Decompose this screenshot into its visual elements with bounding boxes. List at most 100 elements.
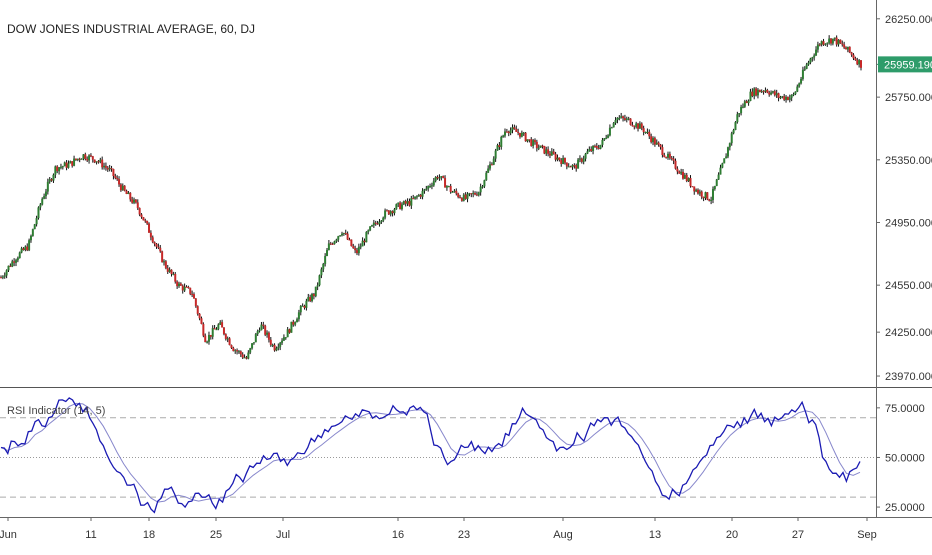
candle-down xyxy=(22,248,25,251)
candle-up xyxy=(247,352,250,359)
candle-down xyxy=(818,44,821,46)
candle-down xyxy=(97,161,100,163)
candle-up xyxy=(492,158,495,165)
candle-up xyxy=(326,250,329,257)
candle-down xyxy=(622,116,625,119)
candle-down xyxy=(204,335,207,343)
candle-down xyxy=(657,142,660,145)
candle-up xyxy=(607,135,610,138)
candle-down xyxy=(112,168,115,177)
rsi-pane[interactable] xyxy=(0,397,876,514)
candle-down xyxy=(153,242,156,244)
candle-up xyxy=(342,233,345,235)
candle-up xyxy=(402,201,405,205)
indicator-title: RSI Indicator (14, 5) xyxy=(7,405,105,417)
candle-down xyxy=(845,47,848,50)
candle-down xyxy=(419,194,422,197)
candle-down xyxy=(179,283,182,286)
candle-down xyxy=(593,145,596,147)
price-axis[interactable]: 26250.000 25750.000 25350.000 24950.000 2455… xyxy=(876,14,932,383)
candle-up xyxy=(815,49,818,56)
time-axis-label: 13 xyxy=(649,529,661,541)
candle-up xyxy=(695,189,698,192)
candle-up xyxy=(277,346,280,349)
candle-up xyxy=(44,191,47,197)
candle-up xyxy=(61,166,64,168)
candle-up xyxy=(29,235,32,241)
candle-up xyxy=(369,226,372,231)
candle-down xyxy=(665,156,668,158)
candle-down xyxy=(474,192,477,195)
candle-up xyxy=(382,217,385,221)
candle-down xyxy=(352,246,355,249)
time-axis[interactable]: Jun 11 18 25 Jul 16 23 Aug 13 20 27 Sep xyxy=(0,517,877,541)
candle-up xyxy=(803,68,806,70)
candle-up xyxy=(95,161,98,163)
candle-up xyxy=(440,176,443,178)
candle-up xyxy=(556,157,559,160)
candle-up xyxy=(550,151,553,156)
candle-up xyxy=(805,64,808,69)
candle-up xyxy=(16,258,19,261)
candle-up xyxy=(800,78,803,84)
candle-down xyxy=(708,199,711,201)
candle-up xyxy=(307,297,310,301)
candle-down xyxy=(668,153,671,158)
candle-up xyxy=(67,163,70,168)
candle-up xyxy=(7,265,10,271)
candle-up xyxy=(35,218,38,225)
candle-up xyxy=(837,39,840,45)
candle-up xyxy=(608,127,611,136)
candle-down xyxy=(541,145,544,147)
candle-up xyxy=(483,180,486,187)
candle-up xyxy=(406,201,409,204)
candle-down xyxy=(700,191,703,197)
candle-down xyxy=(854,58,857,61)
candle-down xyxy=(408,201,411,206)
candle-up xyxy=(500,137,503,147)
candle-up xyxy=(652,138,655,143)
candle-up xyxy=(217,324,220,330)
candle-down xyxy=(74,158,77,160)
last-price-label: 25959.190 xyxy=(884,59,932,71)
candle-up xyxy=(646,131,649,133)
candle-down xyxy=(460,197,463,201)
candle-down xyxy=(331,243,334,245)
candle-down xyxy=(676,168,679,172)
candle-down xyxy=(464,194,467,199)
price-pane[interactable]: 25959.190 xyxy=(0,35,932,360)
candle-down xyxy=(118,179,121,185)
candle-up xyxy=(46,181,49,192)
candle-down xyxy=(198,313,201,319)
candle-down xyxy=(194,298,197,307)
candle-up xyxy=(790,94,793,98)
candle-down xyxy=(642,128,645,133)
rsi-axis-label: 25.0000 xyxy=(885,502,925,514)
candle-up xyxy=(644,131,647,133)
candle-down xyxy=(26,246,29,251)
candle-down xyxy=(631,124,634,127)
candle-down xyxy=(762,91,765,93)
candle-up xyxy=(281,340,284,343)
candle-up xyxy=(37,207,40,219)
candle-down xyxy=(580,158,583,162)
candle-down xyxy=(745,101,748,104)
candle-down xyxy=(288,329,291,333)
price-axis-label: 26250.000 xyxy=(885,14,932,26)
rsi-axis[interactable]: 75.0000 50.0000 25.0000 xyxy=(876,403,925,514)
candle-up xyxy=(719,167,722,175)
candle-up xyxy=(625,118,628,120)
candle-up xyxy=(341,233,344,236)
candle-up xyxy=(578,158,581,160)
candle-up xyxy=(828,38,831,43)
candle-up xyxy=(539,145,542,148)
candle-down xyxy=(213,328,216,330)
candle-up xyxy=(588,149,591,152)
candle-down xyxy=(552,151,555,154)
candle-up xyxy=(251,343,254,349)
candle-down xyxy=(264,325,267,335)
candle-up xyxy=(417,194,420,197)
candle-up xyxy=(496,145,499,151)
